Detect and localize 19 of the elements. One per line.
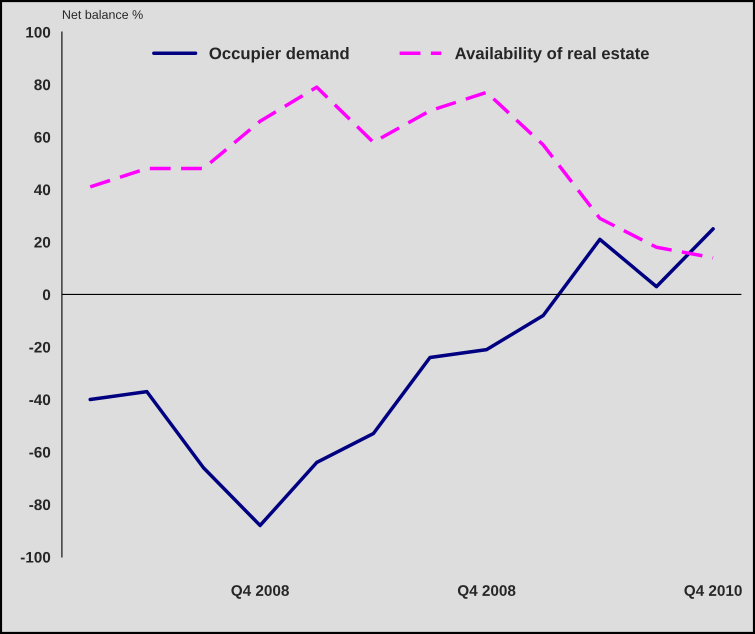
y-axis-title: Net balance % (62, 10, 143, 20)
y-tick-label: -40 (29, 394, 50, 406)
x-tick-label: Q4 2008 (458, 585, 516, 599)
y-tick-label: -20 (29, 342, 50, 353)
x-tick-label: Q4 2008 (231, 585, 289, 599)
line-series (88, 227, 715, 528)
y-tick-label: 100 (26, 26, 50, 38)
y-tick-label: -80 (29, 499, 50, 510)
y-tick-label: 0 (42, 289, 50, 300)
y-tick-label: 20 (34, 236, 50, 248)
y-tick-label: 60 (34, 132, 50, 143)
x-tick-label: Q4 2010 (684, 585, 742, 599)
legend-label: Occupier demand (210, 47, 349, 63)
y-tick-label: 40 (34, 184, 50, 196)
y-tick-label: -100 (20, 552, 50, 563)
y-tick-label: -60 (29, 446, 50, 458)
y-tick-label: 80 (34, 79, 50, 90)
line-series (88, 85, 715, 260)
legend-label: Availability of real estate (455, 47, 649, 63)
